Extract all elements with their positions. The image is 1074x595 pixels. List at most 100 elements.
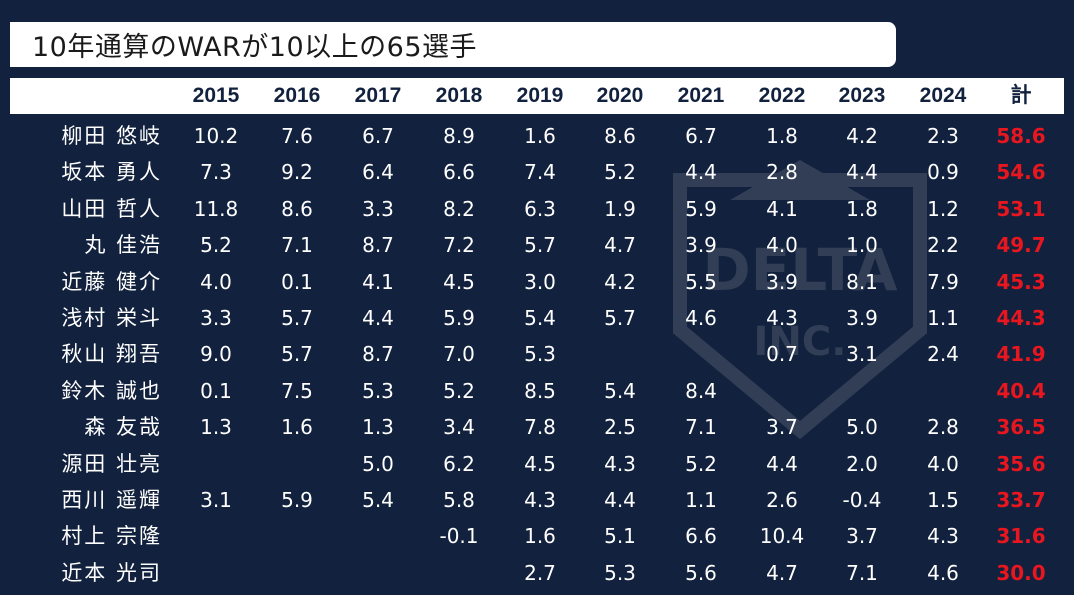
war-value: 3.7: [766, 415, 798, 440]
watermark-line2: INC.: [754, 319, 847, 365]
war-value: 5.1: [604, 524, 636, 549]
player-name: 近藤 健介: [61, 269, 162, 294]
table-header: 2015 2016 2017 2018 2019 2020 2021 2022 2023 2024…: [10, 78, 1064, 114]
war-value: 6.6: [443, 160, 475, 185]
war-value: 5.0: [362, 451, 394, 476]
war-value: 7.0: [443, 342, 475, 367]
column-header: 2022: [758, 84, 806, 107]
war-value: 5.0: [846, 415, 878, 440]
war-value: 2.8: [927, 415, 959, 440]
war-value: [585, 336, 655, 372]
war-value: 5.9: [443, 305, 475, 330]
war-value: -0.1: [439, 524, 479, 549]
war-value: 8.7: [362, 233, 394, 258]
player-name: 秋山 翔吾: [61, 342, 162, 367]
player-name: 浅村 栄斗: [61, 305, 162, 330]
war-value: 4.7: [766, 560, 798, 585]
war-value: 4.6: [685, 305, 717, 330]
war-value: [827, 373, 897, 409]
war-value: 5.2: [604, 160, 636, 185]
war-value: 3.0: [524, 269, 556, 294]
war-value: 4.3: [524, 487, 556, 512]
war-value: [262, 555, 332, 591]
war-value: 4.4: [766, 451, 798, 476]
war-value: 4.4: [846, 160, 878, 185]
war-value: [666, 336, 736, 372]
table-row: 坂本 勇人 7.3 9.2 6.4 6.6 7.4 5.2 4.4 2.8 4.4 0.9 54.6: [0, 154, 1074, 190]
war-value: 3.4: [443, 415, 475, 440]
war-total: 33.7: [996, 487, 1046, 512]
war-value: 4.3: [927, 524, 959, 549]
war-value: 5.5: [685, 269, 717, 294]
war-value: 0.1: [281, 269, 313, 294]
column-header: 2018: [435, 84, 483, 107]
war-value: 8.7: [362, 342, 394, 367]
war-value: 8.4: [685, 378, 717, 403]
war-value: 3.1: [846, 342, 878, 367]
war-value: 4.3: [766, 305, 798, 330]
war-value: 1.3: [362, 415, 394, 440]
war-value: 2.4: [927, 342, 959, 367]
player-name: 鈴木 誠也: [61, 378, 162, 403]
war-value: 7.4: [524, 160, 556, 185]
war-value: 5.3: [362, 378, 394, 403]
war-value: [181, 555, 251, 591]
war-value: 3.3: [200, 305, 232, 330]
column-header: 2019: [516, 84, 564, 107]
war-value: 7.3: [200, 160, 232, 185]
war-value: 1.0: [846, 233, 878, 258]
war-value: 8.1: [846, 269, 878, 294]
column-header: 2020: [596, 84, 644, 107]
war-total: 30.0: [996, 560, 1046, 585]
table-row: 鈴木 誠也 0.1 7.5 5.3 5.2 8.5 5.4 8.4 40.4: [0, 373, 1074, 409]
war-value: [343, 518, 413, 554]
column-header: 2021: [677, 84, 725, 107]
war-value: [262, 518, 332, 554]
war-value: 5.8: [443, 487, 475, 512]
war-value: 4.2: [846, 124, 878, 148]
war-total: 44.3: [996, 305, 1046, 330]
war-value: 2.8: [766, 160, 798, 185]
war-value: 9.0: [200, 342, 232, 367]
table-body: 柳田 悠岐 10.2 7.6 6.7 8.9 1.6 8.6 6.7 1.8 4.2 2.3 58.6…: [0, 118, 1074, 591]
war-total: 45.3: [996, 269, 1046, 294]
war-total: 53.1: [996, 196, 1046, 221]
war-value: 8.6: [604, 124, 636, 148]
war-value: 3.9: [846, 305, 878, 330]
war-value: 4.2: [604, 269, 636, 294]
war-value: 2.2: [927, 233, 959, 258]
war-value: 5.9: [281, 487, 313, 512]
war-value: 4.4: [604, 487, 636, 512]
war-value: 1.1: [685, 487, 717, 512]
war-value: 2.5: [604, 415, 636, 440]
war-value: 4.0: [927, 451, 959, 476]
table-row: 秋山 翔吾 9.0 5.7 8.7 7.0 5.3 0.7 3.1 2.4 41.9: [0, 336, 1074, 372]
war-value: 5.3: [604, 560, 636, 585]
war-value: 5.4: [362, 487, 394, 512]
war-value: 4.6: [927, 560, 959, 585]
war-value: 2.6: [766, 487, 798, 512]
war-value: 6.4: [362, 160, 394, 185]
player-name: 柳田 悠岐: [61, 124, 162, 148]
table-row: 浅村 栄斗 3.3 5.7 4.4 5.9 5.4 5.7 4.6 4.3 3.9 1.1 44.3: [0, 300, 1074, 336]
war-value: 5.2: [200, 233, 232, 258]
war-value: 1.2: [927, 196, 959, 221]
watermark-line1: DELTA: [702, 236, 897, 304]
title-banner: 10年通算のWARが10以上の65選手: [10, 22, 896, 67]
war-value: 4.4: [685, 160, 717, 185]
war-value: 7.9: [927, 269, 959, 294]
player-name: 森 友哉: [84, 415, 162, 440]
table-row: 山田 哲人 11.8 8.6 3.3 8.2 6.3 1.9 5.9 4.1 1.8 1.2 53.1: [0, 191, 1074, 227]
war-value: 11.8: [193, 196, 239, 221]
column-header: 2024: [919, 84, 967, 107]
war-total: 41.9: [996, 342, 1046, 367]
war-total: 36.5: [996, 415, 1046, 440]
war-value: 6.2: [443, 451, 475, 476]
war-value: 5.7: [524, 233, 556, 258]
war-value: [343, 555, 413, 591]
war-value: 5.7: [281, 342, 313, 367]
table-row: 近本 光司 2.7 5.3 5.6 4.7 7.1 4.6 30.0: [0, 555, 1074, 591]
war-value: 2.0: [846, 451, 878, 476]
war-value: 5.3: [524, 342, 556, 367]
war-total: 58.6: [996, 124, 1046, 148]
